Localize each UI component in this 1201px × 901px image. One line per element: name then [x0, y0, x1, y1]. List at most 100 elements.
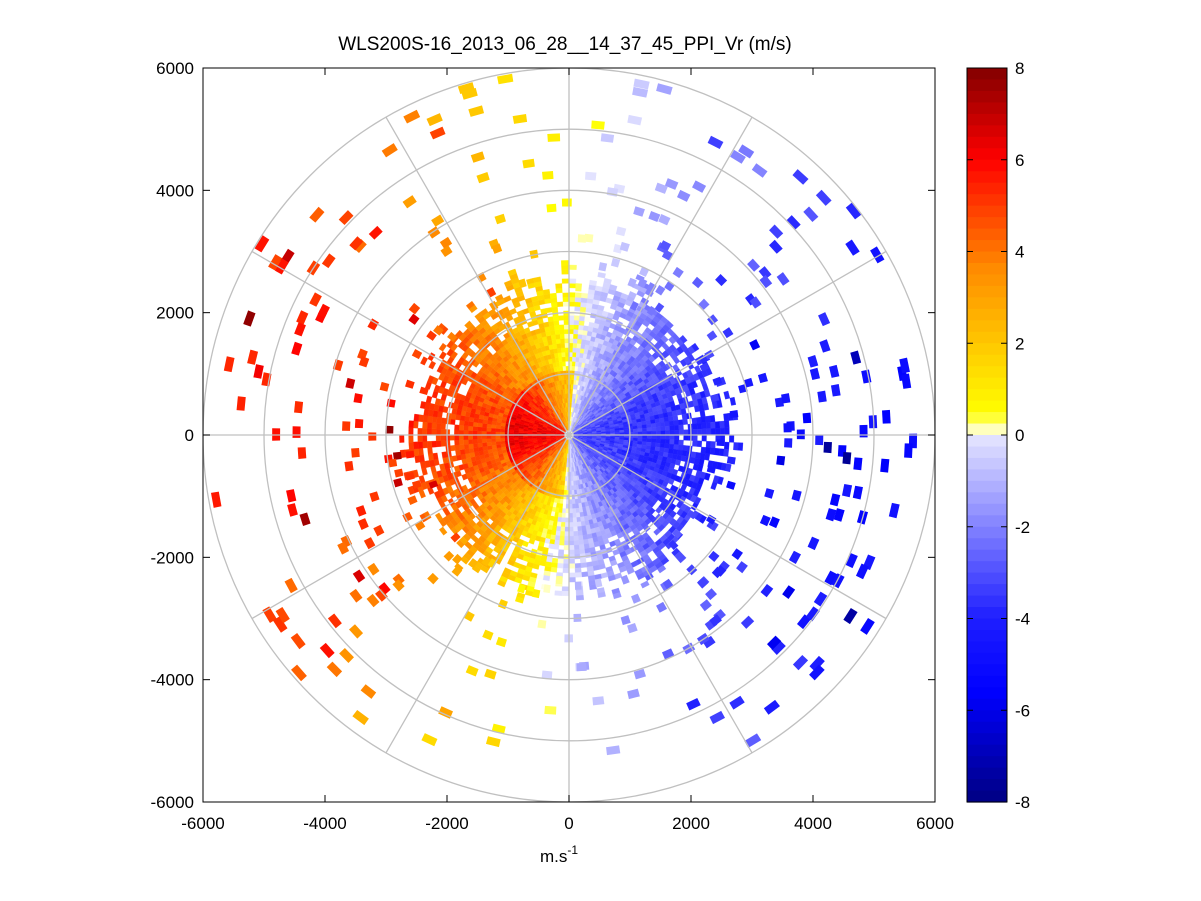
velocity-cell [555, 530, 561, 536]
velocity-cell [426, 441, 433, 448]
colorbar-cell [967, 652, 1007, 665]
velocity-cell [571, 361, 576, 367]
velocity-cell [559, 329, 565, 335]
velocity-cell [580, 520, 586, 527]
velocity-cell [710, 522, 719, 532]
velocity-cell [549, 292, 557, 299]
velocity-cell [562, 503, 567, 509]
colorbar-cell [967, 779, 1007, 792]
velocity-cell [568, 278, 577, 284]
velocity-cell [664, 443, 670, 449]
velocity-cell [578, 544, 585, 550]
velocity-cell [507, 559, 516, 567]
velocity-cell [542, 575, 551, 581]
velocity-cell [548, 543, 555, 550]
velocity-cell [842, 451, 852, 465]
velocity-cell [568, 324, 575, 330]
velocity-cell [562, 283, 570, 289]
velocity-cell [477, 438, 483, 444]
velocity-cell [678, 429, 684, 436]
velocity-cell [726, 456, 736, 465]
velocity-cell [509, 437, 515, 441]
velocity-cell [417, 428, 423, 436]
velocity-cell [555, 334, 561, 340]
velocity-cell [550, 302, 558, 308]
velocity-cell [710, 481, 718, 491]
velocity-cell [674, 434, 680, 441]
colorbar-cell [967, 331, 1007, 344]
velocity-cell [660, 426, 666, 432]
velocity-cell [663, 416, 670, 423]
colorbar-cell [967, 549, 1007, 562]
colorbar-cell [967, 641, 1007, 654]
velocity-cell [715, 428, 721, 436]
y-tick-label: 4000 [156, 181, 194, 200]
velocity-cell [561, 347, 566, 353]
velocity-cell [573, 531, 579, 537]
velocity-cell [463, 425, 469, 431]
velocity-cell [556, 563, 564, 569]
velocity-cell [560, 342, 566, 349]
velocity-cell [570, 480, 574, 486]
velocity-cell [545, 307, 553, 313]
velocity-cell [642, 427, 648, 432]
velocity-cell [468, 443, 474, 449]
velocity-cell [486, 427, 492, 432]
velocity-cell [575, 590, 584, 596]
x-tick-label: 2000 [672, 814, 710, 833]
colorbar-cell [967, 285, 1007, 298]
velocity-cell [408, 420, 414, 429]
velocity-cell [706, 428, 712, 436]
velocity-cell [691, 342, 700, 352]
velocity-cell [568, 319, 575, 325]
colorbar-cell [967, 136, 1007, 149]
velocity-cell [495, 428, 501, 433]
colorbar-cell [967, 79, 1007, 92]
velocity-cell [576, 521, 582, 527]
velocity-cell [568, 572, 576, 578]
colorbar-cell [967, 733, 1007, 746]
velocity-cell [563, 319, 570, 325]
velocity-cell [454, 434, 460, 441]
plot-area: -6000 -4000 -2000 0 2000 4000 6000 60004000200… [151, 59, 954, 866]
velocity-cell [559, 531, 565, 537]
velocity-cell [692, 429, 698, 436]
velocity-cell [292, 426, 301, 438]
velocity-cell [368, 432, 377, 441]
velocity-cell [408, 441, 414, 450]
velocity-cell [673, 439, 680, 446]
colorbar-cell [967, 251, 1007, 264]
velocity-cell [413, 413, 420, 422]
velocity-cell [399, 434, 405, 443]
velocity-cell [555, 287, 563, 294]
velocity-cell [344, 461, 354, 472]
velocity-cell [427, 447, 433, 455]
velocity-cell [354, 418, 364, 429]
velocity-cell [705, 441, 712, 448]
x-tick-label: 4000 [794, 814, 832, 833]
colorbar-cell [967, 698, 1007, 711]
velocity-cell [650, 423, 657, 428]
velocity-cell [557, 352, 563, 358]
velocity-cell [561, 590, 570, 597]
colorbar-tick-label: -8 [1015, 793, 1030, 812]
x-axis-label: m.s-1 [540, 843, 578, 866]
colorbar-cell [967, 320, 1007, 333]
velocity-cell [522, 436, 528, 440]
colorbar-tick-label: 4 [1015, 243, 1024, 262]
velocity-cell [717, 476, 724, 485]
velocity-cell [405, 450, 415, 459]
velocity-cell [577, 535, 584, 541]
velocity-cell [563, 545, 570, 551]
velocity-cell [422, 415, 429, 423]
velocity-cell [550, 334, 557, 341]
colorbar-cell [967, 400, 1007, 413]
velocity-cell [454, 424, 460, 431]
velocity-cell [784, 438, 793, 448]
velocity-cell [650, 419, 656, 425]
velocity-cell [561, 269, 570, 275]
colorbar-cell [967, 503, 1007, 516]
x-tick-label: 0 [564, 814, 573, 833]
y-tick-label: 6000 [156, 59, 194, 78]
colorbar-cell [967, 710, 1007, 723]
